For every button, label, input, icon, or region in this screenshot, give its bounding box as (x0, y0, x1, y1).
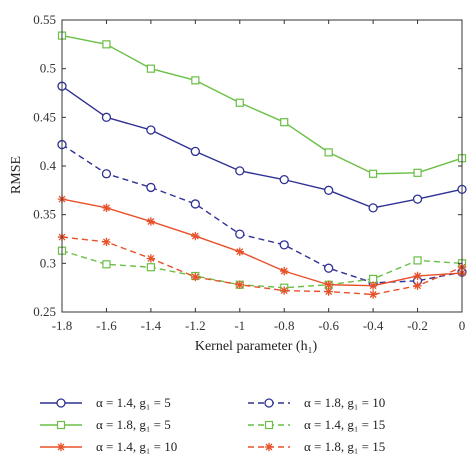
series-3 (57, 31, 467, 178)
data-point (146, 64, 155, 73)
x-tick-label: -0.4 (363, 318, 384, 333)
data-point (191, 231, 200, 241)
data-point (280, 286, 289, 295)
series-6 (57, 232, 467, 299)
y-tick-label: 0.25 (33, 304, 56, 319)
series-line (61, 34, 463, 175)
legend-label: α = 1.4, g₁ = 15 (304, 417, 385, 432)
data-point (324, 148, 333, 157)
y-tick-label: 0.45 (33, 109, 56, 124)
series-line (61, 236, 463, 296)
data-point (146, 217, 156, 226)
data-point (324, 185, 334, 195)
legend: α = 1.4, g₁ = 5 α = 1.8, g₁ = 10 α = 1.8, … (40, 395, 385, 454)
data-point (324, 280, 333, 289)
data-point (413, 281, 422, 290)
legend-marker (56, 420, 66, 430)
data-point (324, 263, 334, 273)
y-tick-label: 0.55 (33, 12, 56, 27)
data-point (235, 229, 245, 239)
data-point (279, 240, 289, 250)
x-tick-label: -1 (234, 318, 245, 333)
x-tick-label: -0.8 (274, 318, 295, 333)
data-point (368, 281, 378, 290)
x-tick-label: -1.4 (141, 318, 162, 333)
series-line (61, 144, 463, 284)
data-point (146, 254, 156, 263)
data-point (146, 125, 156, 135)
data-point (368, 290, 378, 299)
y-tick-label: 0.3 (40, 255, 56, 270)
series-line (61, 85, 463, 209)
data-point (102, 237, 111, 247)
data-point (413, 168, 422, 177)
series-2 (57, 139, 467, 288)
data-point (369, 169, 378, 178)
data-point (102, 260, 111, 269)
legend-item: α = 1.8, g₁ = 10 (248, 395, 385, 410)
data-point (235, 98, 244, 107)
plot-area (57, 31, 467, 299)
legend-marker (264, 420, 274, 430)
y-tick-label: 0.5 (40, 61, 56, 76)
data-point (101, 112, 112, 122)
data-point (280, 266, 289, 276)
data-point (191, 76, 200, 85)
data-point (235, 166, 245, 176)
x-tick-label: -1.2 (185, 318, 206, 333)
legend-label: α = 1.4, g₁ = 5 (96, 395, 171, 410)
data-point (101, 169, 112, 179)
data-point (280, 118, 289, 127)
legend-item: α = 1.4, g₁ = 15 (248, 417, 385, 432)
data-point (368, 203, 378, 213)
legend-marker (56, 398, 66, 408)
data-point (279, 174, 289, 185)
series-4 (57, 246, 467, 292)
legend-marker (264, 398, 274, 408)
x-axis-label: Kernel parameter (h₁) (195, 339, 318, 354)
x-tick-label: -0.6 (318, 318, 339, 333)
data-point (146, 263, 155, 272)
axes: -1.8 -1.6 -1.4 -1.2 -1 -0.8 -0.6 -0.4 -0.2 0 0.25 0… (33, 12, 465, 333)
data-point (324, 287, 333, 296)
series-1 (57, 81, 467, 213)
data-point (413, 256, 422, 265)
y-axis-label: RMSE (9, 156, 24, 194)
data-point (369, 274, 378, 284)
data-point (102, 203, 111, 213)
data-point (191, 272, 200, 282)
series-line (61, 198, 463, 287)
data-point (190, 146, 200, 157)
data-point (235, 247, 244, 256)
legend-label: α = 1.8, g₁ = 5 (96, 417, 171, 432)
legend-marker (56, 442, 66, 452)
y-tick-label: 0.35 (33, 207, 56, 222)
legend-item: α = 1.8, g₁ = 15 (248, 439, 385, 454)
legend-item: α = 1.4, g₁ = 10 (40, 439, 177, 454)
x-tick-label: -1.8 (52, 318, 73, 333)
legend-item: α = 1.8, g₁ = 5 (40, 417, 171, 432)
legend-label: α = 1.4, g₁ = 10 (96, 439, 177, 454)
x-tick-label: 0 (459, 318, 466, 333)
series-5 (57, 194, 467, 290)
data-point (235, 280, 244, 289)
data-point (102, 40, 111, 49)
data-point (413, 271, 422, 281)
legend-item: α = 1.4, g₁ = 5 (40, 395, 171, 410)
plot-frame (61, 19, 463, 313)
y-tick-label: 0.4 (40, 158, 57, 173)
x-tick-label: -0.2 (407, 318, 428, 333)
series-line (61, 250, 463, 289)
legend-marker (264, 442, 274, 452)
legend-label: α = 1.8, g₁ = 10 (304, 395, 385, 410)
x-tick-label: -1.6 (96, 318, 117, 333)
data-point (190, 199, 200, 209)
legend-label: α = 1.8, g₁ = 15 (304, 439, 385, 454)
data-point (412, 194, 423, 204)
data-point (146, 182, 156, 193)
